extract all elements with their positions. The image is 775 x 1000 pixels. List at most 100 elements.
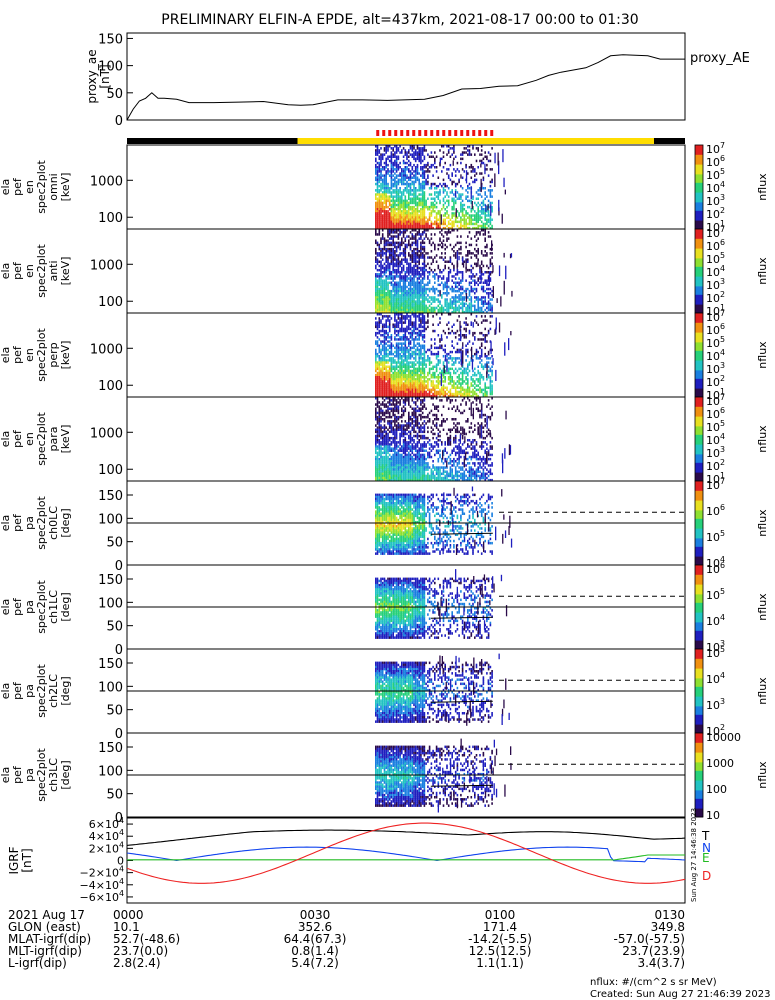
spectrogram-pixel: [474, 392, 476, 396]
spectrogram-pixel: [477, 371, 479, 375]
spectrogram-pixel: [404, 355, 407, 358]
spectrogram-pixel: [486, 355, 488, 358]
spectrogram-pixel: [406, 348, 408, 352]
spectrogram-pixel: [479, 371, 481, 375]
spectrogram-pixel: [451, 182, 453, 186]
spectrogram-pixel: [453, 203, 455, 207]
spectrogram-pixel: [458, 271, 460, 274]
spectrogram-pixel: [380, 350, 382, 354]
spectrogram-pixel: [489, 195, 492, 198]
spectrogram-pixel: [423, 145, 426, 148]
spectrogram-pixel: [416, 243, 419, 247]
spectrogram-pixel: [394, 231, 396, 234]
colorbar-segment: [695, 241, 703, 244]
spectrogram-pixel: [423, 229, 426, 232]
spectrogram-pixel: [416, 212, 419, 215]
spectrogram-pixel: [468, 166, 471, 169]
spectrogram-pixel: [418, 367, 420, 371]
spectrogram-pixel: [392, 147, 394, 150]
spectrogram-pixel: [392, 365, 394, 368]
spectrogram-pixel: [474, 178, 476, 182]
spectrogram-pixel: [487, 302, 490, 305]
colorbar-segment: [695, 196, 703, 199]
spectrogram-pixel: [390, 182, 393, 186]
spectrogram-pixel: [446, 294, 448, 297]
spectrogram-pixel: [408, 193, 410, 196]
spectrogram-pixel: [390, 180, 393, 184]
colorbar-segment: [695, 349, 703, 352]
spectrogram-pixel: [387, 369, 389, 373]
spectrogram-pixel: [484, 271, 486, 274]
spectrogram-pixel: [467, 355, 469, 358]
spectrogram-pixel: [388, 294, 391, 297]
spectrogram-pixel: [402, 334, 405, 337]
spectrogram-pixel: [467, 199, 469, 203]
spectrogram-pixel: [378, 294, 381, 297]
spectrogram-pixel: [375, 304, 377, 308]
spectrogram-pixel: [385, 205, 387, 209]
colorbar-segment: [695, 252, 703, 255]
spectrogram-pixel: [463, 336, 466, 339]
spectrogram-pixel: [387, 184, 389, 188]
spectrogram-pixel: [409, 176, 412, 179]
spectrogram-pixel: [430, 367, 433, 371]
spectrogram-pixel: [380, 174, 382, 177]
spectrogram-pixel: [480, 252, 483, 255]
spectrogram-pixel: [395, 147, 398, 150]
spectrogram-pixel: [385, 214, 387, 217]
spectrogram-pixel: [420, 367, 422, 371]
spectrogram-pixel: [421, 166, 424, 169]
spectrogram-pixel: [458, 195, 460, 198]
spectrogram-pixel: [460, 216, 462, 219]
spectrogram-pixel: [392, 191, 394, 194]
spectrogram-pixel: [418, 226, 420, 230]
spectrogram-pixel: [406, 260, 408, 263]
spectrogram-pixel: [409, 378, 412, 381]
spectrogram-pixel: [404, 149, 407, 152]
spectrogram-pixel: [402, 298, 405, 301]
spectrogram-pixel: [385, 453, 387, 457]
spectrogram-pixel: [378, 308, 381, 312]
spectrogram-pixel: [411, 352, 414, 356]
colorbar-segment: [695, 332, 703, 335]
spectrogram-pixel: [381, 411, 384, 415]
spectrogram-pixel: [467, 394, 469, 398]
spectrogram-pixel: [472, 392, 474, 396]
spectrogram-pixel: [390, 283, 393, 287]
spectrogram-pixel: [420, 254, 422, 257]
spectrogram-pixel: [484, 308, 486, 312]
spectrogram-pixel: [376, 392, 379, 396]
spectrogram-pixel: [414, 327, 417, 331]
spectrogram-pixel: [428, 208, 431, 211]
spectrogram-pixel: [414, 390, 417, 394]
spectrogram-pixel: [470, 289, 473, 293]
spectrogram-pixel: [427, 222, 429, 226]
spectrogram-pixel: [420, 235, 422, 238]
spectrogram-pixel: [474, 371, 476, 375]
spectrogram-pixel: [418, 275, 420, 278]
spectrogram-pixel: [401, 151, 403, 154]
spectrogram-pixel: [444, 308, 446, 312]
spectrogram-pixel: [446, 281, 448, 284]
spectrogram-pixel: [411, 296, 414, 299]
spectrogram-pixel: [442, 392, 445, 396]
spectrogram-pixel: [458, 380, 460, 383]
spectrogram-pixel: [432, 174, 434, 177]
spectrogram-pixel: [397, 203, 400, 207]
spectrogram-pixel: [446, 287, 448, 291]
spectrogram-pixel: [484, 388, 486, 392]
spectrogram-pixel: [470, 313, 473, 316]
spectrogram-pixel: [406, 361, 408, 364]
spectrogram-pixel: [375, 212, 377, 215]
spectrogram-pixel: [385, 397, 387, 400]
spectrogram-pixel: [456, 216, 459, 219]
spectrogram-pixel: [376, 189, 379, 192]
spectrogram-pixel: [421, 256, 424, 259]
spectrogram-streak: [477, 277, 479, 282]
spectrogram-pixel: [428, 239, 431, 242]
spectrogram-pixel: [387, 308, 389, 312]
spectrogram-pixel: [392, 149, 394, 152]
spectrogram-pixel: [484, 229, 486, 232]
spectrogram-pixel: [414, 325, 417, 329]
spectrogram-pixel: [406, 229, 408, 232]
